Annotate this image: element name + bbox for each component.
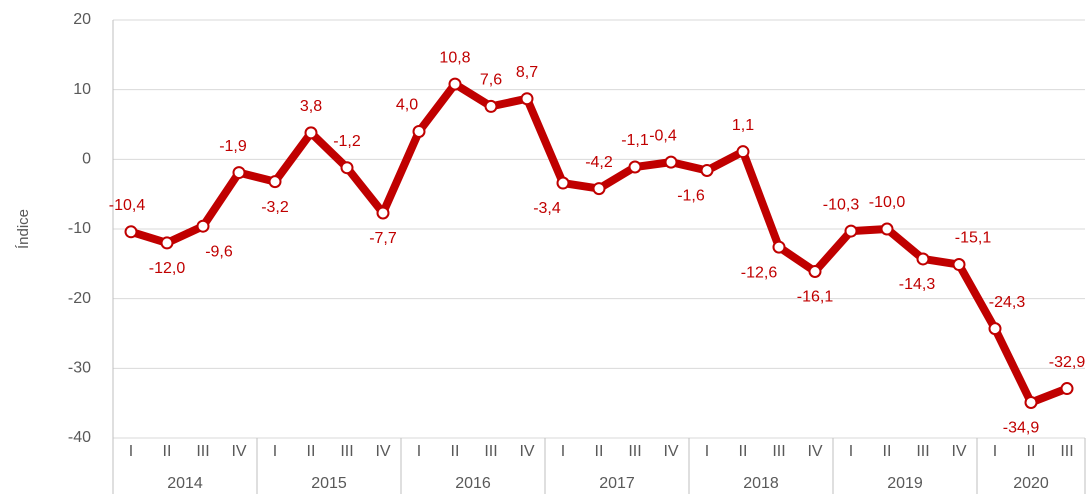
x-tick-label: I xyxy=(273,443,277,460)
data-point xyxy=(376,206,390,220)
x-tick-label: IV xyxy=(231,443,246,460)
data-label: -0,4 xyxy=(649,127,677,144)
x-group-label: 2017 xyxy=(599,475,635,492)
x-tick-label: IV xyxy=(663,443,678,460)
x-tick-label: I xyxy=(417,443,421,460)
y-tick-label: -10 xyxy=(68,220,91,237)
y-tick-label: -20 xyxy=(68,290,91,307)
data-point xyxy=(268,175,282,189)
data-label: -1,9 xyxy=(219,138,247,155)
x-tick-label: IV xyxy=(951,443,966,460)
x-tick-label: IV xyxy=(375,443,390,460)
x-tick-label: I xyxy=(705,443,709,460)
data-label: -7,7 xyxy=(369,230,397,247)
data-point xyxy=(628,160,642,174)
data-label: 8,7 xyxy=(516,64,538,81)
data-label: -10,0 xyxy=(869,194,906,211)
data-label: -12,0 xyxy=(149,260,186,277)
data-label: -24,3 xyxy=(989,294,1026,311)
data-point xyxy=(1024,395,1038,409)
x-tick-label: II xyxy=(883,443,892,460)
x-group-label: 2016 xyxy=(455,475,491,492)
data-point xyxy=(952,258,966,272)
data-point xyxy=(880,222,894,236)
x-group-label: 2018 xyxy=(743,475,779,492)
data-point xyxy=(340,161,354,175)
data-point xyxy=(844,224,858,238)
data-point xyxy=(916,252,930,266)
data-label: -1,2 xyxy=(333,133,361,150)
data-label: 3,8 xyxy=(300,98,322,115)
x-tick-label: III xyxy=(340,443,353,460)
data-line xyxy=(129,80,1069,407)
data-point xyxy=(232,166,246,180)
data-point xyxy=(484,99,498,113)
x-tick-label: III xyxy=(196,443,209,460)
data-label: -10,3 xyxy=(823,196,860,213)
data-point xyxy=(124,225,138,239)
data-point xyxy=(592,182,606,196)
data-point xyxy=(664,155,678,169)
data-label: -14,3 xyxy=(899,276,936,293)
data-label: -16,1 xyxy=(797,289,834,306)
y-tick-label: -30 xyxy=(68,360,91,377)
x-group-label: 2015 xyxy=(311,475,347,492)
data-point xyxy=(1060,382,1074,396)
data-point xyxy=(808,264,822,278)
data-label: -12,6 xyxy=(741,264,778,281)
data-label: -1,6 xyxy=(677,188,705,205)
x-tick-label: II xyxy=(307,443,316,460)
x-tick-label: I xyxy=(849,443,853,460)
data-label: -9,6 xyxy=(205,243,233,260)
y-tick-label: 20 xyxy=(73,11,91,28)
data-point xyxy=(412,124,426,138)
x-group-label: 2020 xyxy=(1013,475,1049,492)
y-tick-label: -40 xyxy=(68,429,91,446)
data-point xyxy=(304,126,318,140)
x-tick-label: II xyxy=(451,443,460,460)
data-point xyxy=(700,163,714,177)
x-tick-label: III xyxy=(772,443,785,460)
data-label: -15,1 xyxy=(955,230,992,247)
data-label: -32,9 xyxy=(1049,354,1086,371)
x-tick-label: I xyxy=(129,443,133,460)
x-tick-label: I xyxy=(561,443,565,460)
x-tick-label: IV xyxy=(807,443,822,460)
x-tick-label: II xyxy=(739,443,748,460)
x-tick-label: IV xyxy=(519,443,534,460)
x-tick-label: II xyxy=(163,443,172,460)
data-point xyxy=(772,240,786,254)
x-tick-label: II xyxy=(595,443,604,460)
x-group-label: 2014 xyxy=(167,475,203,492)
data-label: -4,2 xyxy=(585,154,613,171)
data-label: -10,4 xyxy=(109,197,146,214)
x-tick-label: III xyxy=(628,443,641,460)
x-tick-label: III xyxy=(916,443,929,460)
data-label: 1,1 xyxy=(732,117,754,134)
x-tick-label: I xyxy=(993,443,997,460)
data-point xyxy=(988,322,1002,336)
data-label: -34,9 xyxy=(1003,420,1040,437)
data-point xyxy=(520,92,534,106)
data-point xyxy=(736,145,750,159)
y-tick-label: 10 xyxy=(73,81,91,98)
y-axis-label: Índice xyxy=(15,209,32,249)
data-label: -3,2 xyxy=(261,199,289,216)
y-tick-label: 0 xyxy=(82,151,91,168)
data-label: 10,8 xyxy=(439,49,470,66)
data-point xyxy=(196,219,210,233)
data-label: 4,0 xyxy=(396,97,418,114)
x-tick-label: III xyxy=(1060,443,1073,460)
data-label: 7,6 xyxy=(480,72,502,89)
data-point xyxy=(556,176,570,190)
data-point xyxy=(160,236,174,250)
x-tick-label: III xyxy=(484,443,497,460)
x-tick-label: II xyxy=(1027,443,1036,460)
x-group-label: 2019 xyxy=(887,475,923,492)
data-point xyxy=(448,77,462,91)
data-label: -3,4 xyxy=(533,200,561,217)
data-label: -1,1 xyxy=(621,132,649,149)
